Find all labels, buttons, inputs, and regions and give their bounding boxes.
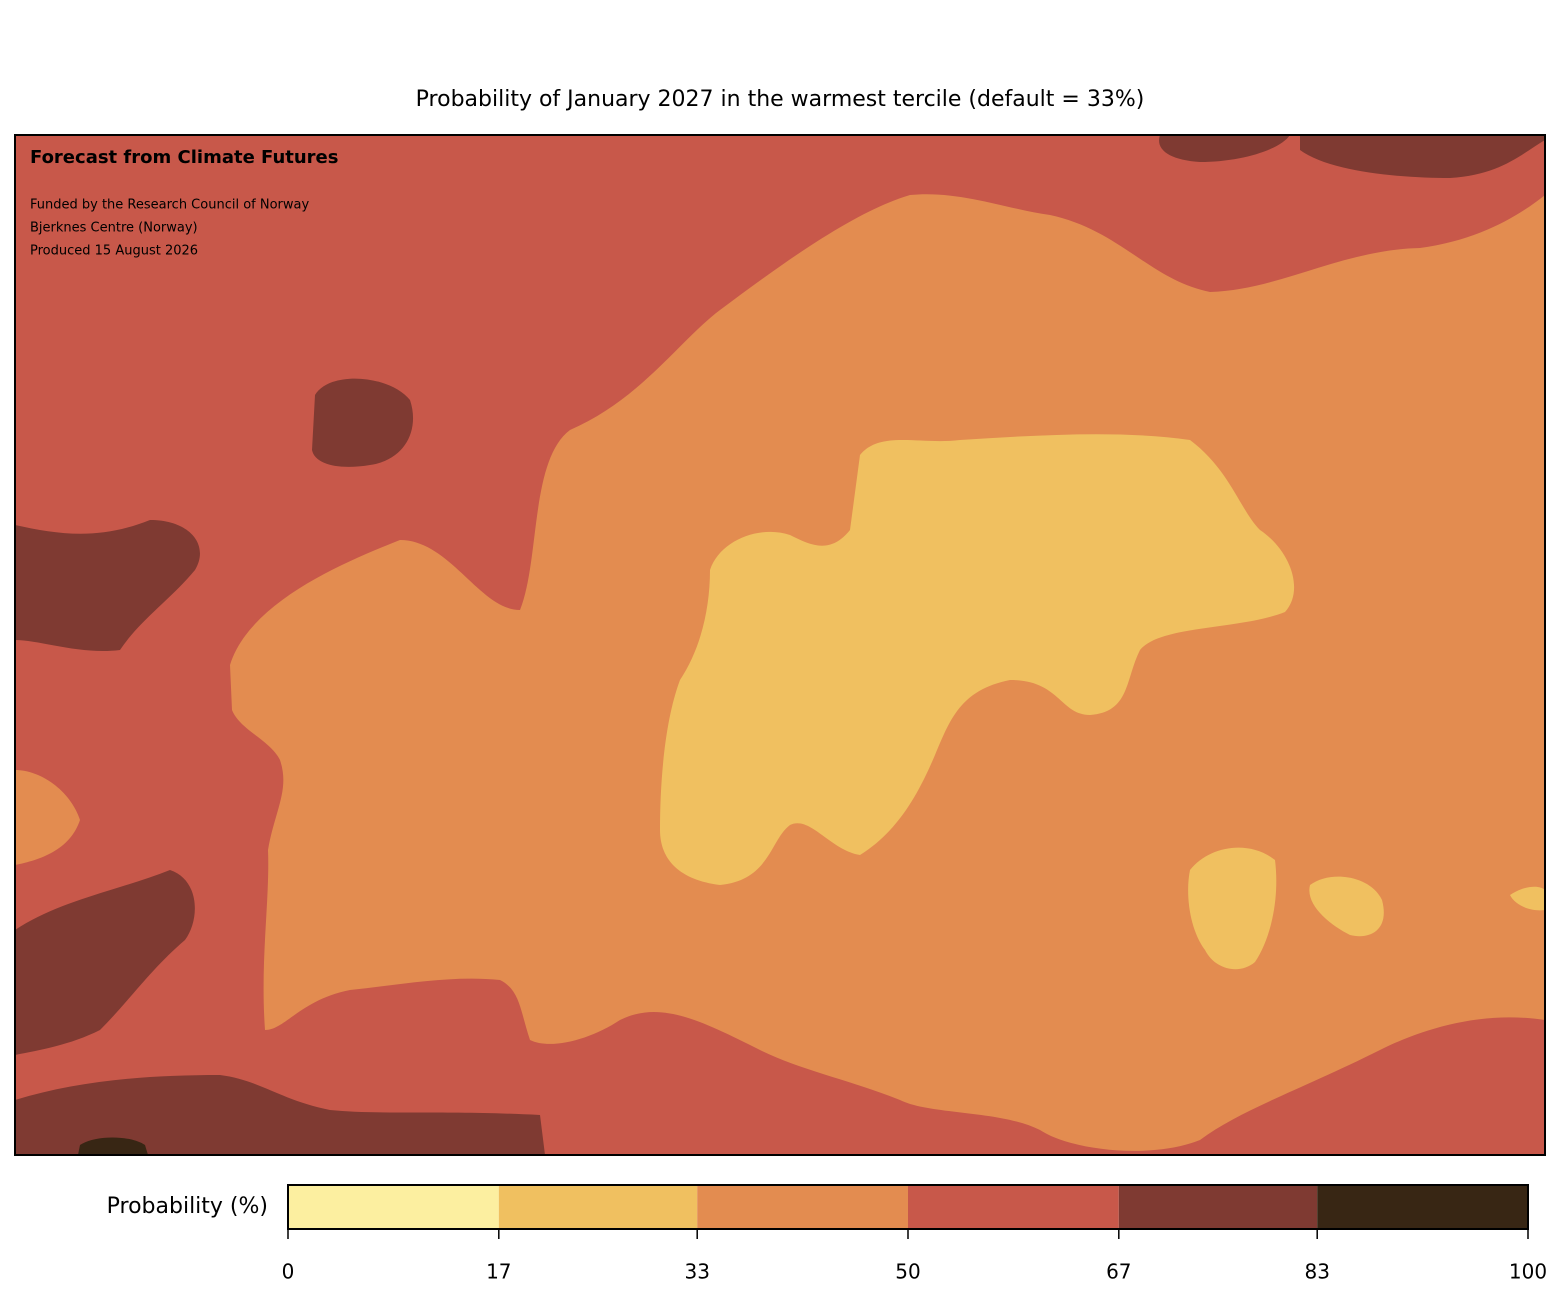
colorbar-segment	[697, 1185, 908, 1229]
colorbar-tick-label: 100	[1509, 1260, 1547, 1284]
annotation-heading: Forecast from Climate Futures	[30, 147, 338, 168]
annotation-line: Produced 15 August 2026	[30, 244, 198, 259]
colorbar-tick-label: 50	[895, 1260, 920, 1284]
colorbar-label: Probability (%)	[107, 1194, 268, 1219]
contour-region	[15, 520, 200, 652]
contour-region	[15, 770, 80, 865]
colorbar-tick-label: 17	[486, 1260, 511, 1284]
contour-region	[1300, 135, 1545, 178]
colorbar-tick-label: 67	[1106, 1260, 1131, 1284]
map-title: Probability of January 2027 in the warme…	[416, 87, 1145, 112]
colorbar-segment	[498, 1185, 698, 1229]
colorbar-tick-label: 0	[282, 1260, 295, 1284]
annotation-line: Funded by the Research Council of Norway	[30, 198, 309, 213]
colorbar: 0 17 33 50 67 83 100	[282, 1184, 1547, 1284]
contour-region	[660, 434, 1295, 885]
annotation-line: Bjerknes Centre (Norway)	[30, 221, 198, 236]
contour-region	[1188, 847, 1277, 970]
contour-region	[15, 870, 195, 1055]
contour-region	[1510, 886, 1545, 911]
colorbar-tick-label: 33	[684, 1260, 709, 1284]
colorbar-segment	[1317, 1185, 1528, 1229]
colorbar-tick-label: 83	[1304, 1260, 1329, 1284]
colorbar-segment	[908, 1185, 1119, 1229]
contour-region	[1309, 876, 1384, 937]
map-frame	[14, 134, 1546, 1156]
colorbar-segment	[1118, 1185, 1318, 1229]
contour-region	[312, 378, 414, 467]
colorbar-segment	[288, 1185, 499, 1229]
contour-region	[78, 1137, 148, 1155]
map	[15, 135, 1545, 1155]
contour-region	[1159, 135, 1290, 162]
contour-region	[15, 1075, 545, 1155]
